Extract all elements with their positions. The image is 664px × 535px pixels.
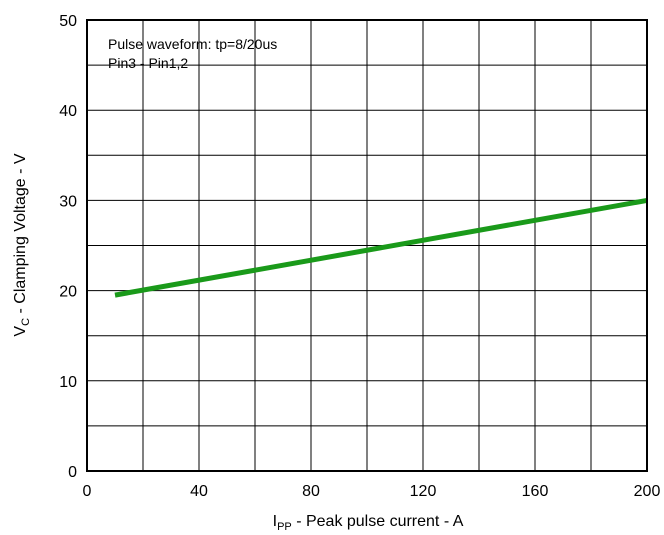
y-tick-label: 30 <box>59 193 77 210</box>
x-tick-label: 200 <box>634 483 661 500</box>
x-tick-label: 80 <box>302 483 320 500</box>
x-tick-label: 160 <box>522 483 549 500</box>
y-tick-label: 20 <box>59 284 77 301</box>
x-tick-label: 120 <box>410 483 437 500</box>
y-axis-title: VC - Clamping Voltage - V <box>12 153 32 336</box>
annotation-pins: Pin3 - Pin1,2 <box>108 55 188 71</box>
series-group <box>114 197 648 298</box>
y-tick-label: 40 <box>59 103 77 120</box>
y-tick-label: 50 <box>59 13 77 30</box>
x-axis-title: IPP - Peak pulse current - A <box>273 513 464 533</box>
x-tick-label: 0 <box>83 483 92 500</box>
y-tick-labels: 0 10 20 30 40 50 <box>59 13 77 481</box>
x-tick-label: 40 <box>190 483 208 500</box>
x-tick-labels: 0 40 80 120 160 200 <box>83 483 661 500</box>
series-line <box>114 197 648 298</box>
grid <box>87 20 647 471</box>
annotation-waveform: Pulse waveform: tp=8/20us <box>108 36 277 52</box>
plot-frame <box>86 19 648 472</box>
y-tick-label: 10 <box>59 374 77 391</box>
y-tick-label: 0 <box>68 464 77 481</box>
